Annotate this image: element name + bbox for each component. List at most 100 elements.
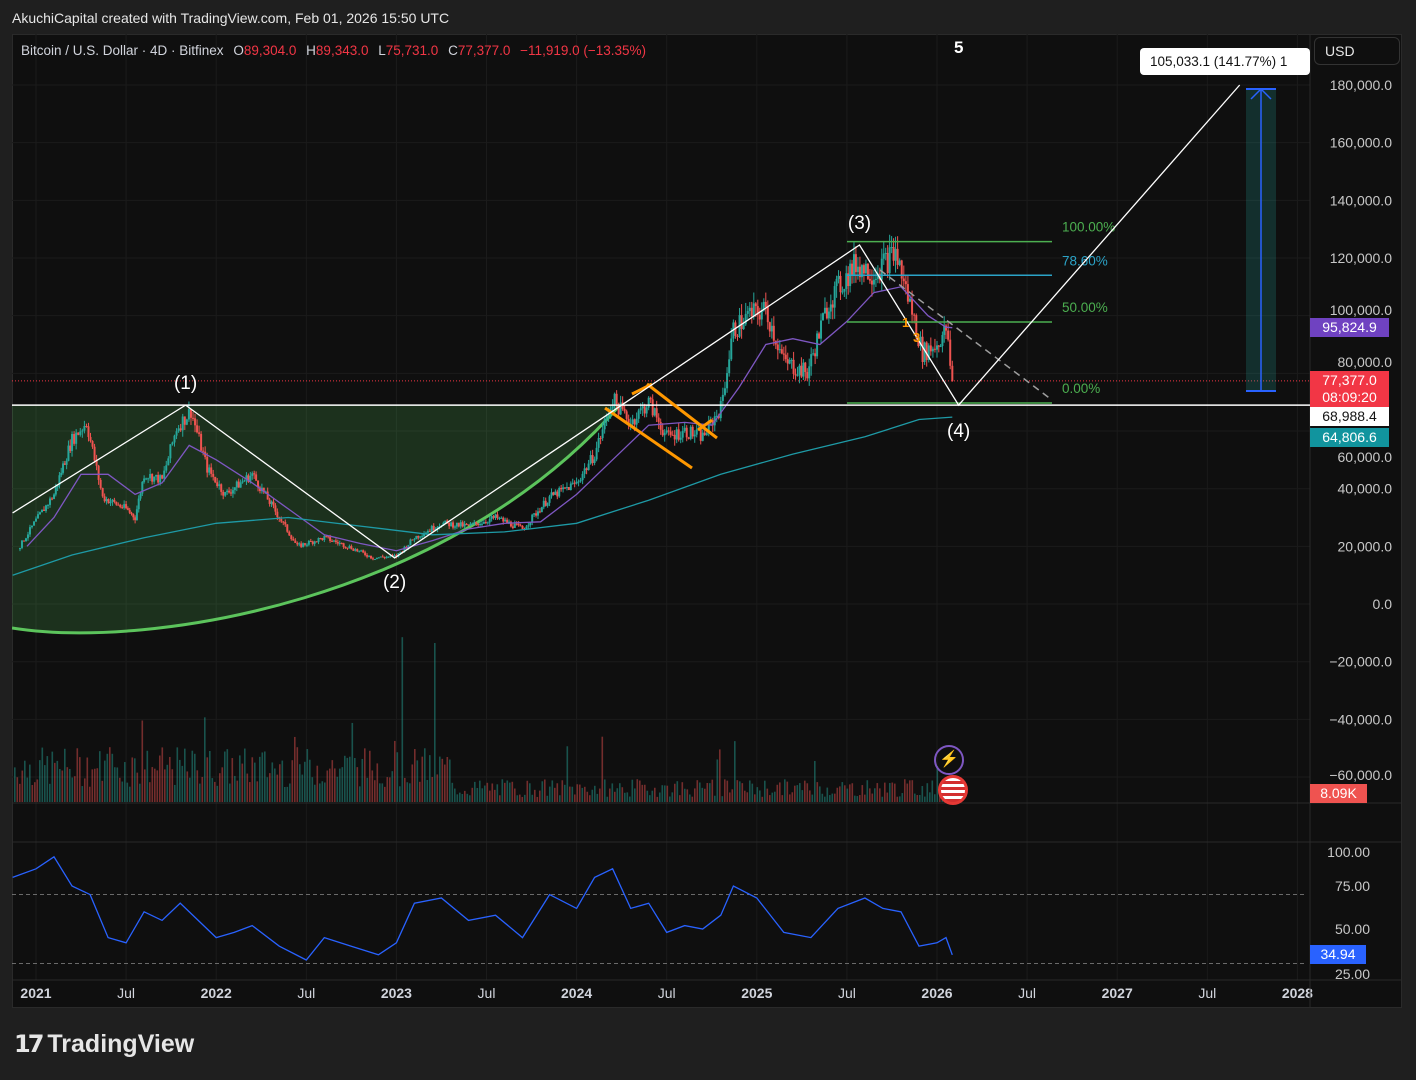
sub-wave-label: 3 — [913, 330, 920, 345]
volume-bar — [884, 782, 886, 802]
candle — [715, 415, 718, 417]
candle — [874, 278, 877, 280]
volume-bar — [204, 717, 206, 802]
volume-bar — [901, 793, 904, 802]
candle — [208, 467, 211, 473]
candle — [198, 432, 201, 434]
candle — [60, 472, 63, 476]
candle — [358, 550, 361, 552]
ma-fast-price-tag: 95,824.9 — [1310, 318, 1389, 337]
volume-bar — [354, 758, 356, 802]
volume-bar — [416, 760, 419, 802]
volume-bar — [429, 755, 431, 802]
candle — [432, 525, 435, 531]
candle — [95, 460, 98, 466]
volume-bar — [584, 786, 586, 802]
volume-bar — [169, 756, 171, 802]
elliott-wave-path — [12, 84, 1241, 559]
volume-bar — [746, 792, 749, 802]
volume-bar — [96, 768, 99, 802]
candle — [41, 509, 44, 513]
volume-bar — [521, 796, 524, 802]
volume-bar — [581, 787, 584, 802]
candle — [691, 426, 694, 437]
candle — [196, 425, 199, 433]
candle — [214, 476, 217, 483]
candle — [927, 345, 930, 360]
volume-bar — [899, 796, 901, 802]
volume-bar — [529, 783, 531, 802]
candle — [362, 550, 365, 553]
volume-bar — [576, 784, 579, 802]
candle — [467, 524, 470, 526]
candle — [782, 353, 785, 355]
candle — [130, 512, 133, 514]
candle — [533, 513, 536, 515]
volume-bar — [264, 751, 266, 802]
volume-bar — [189, 777, 191, 802]
candle — [56, 485, 59, 488]
candle — [876, 273, 879, 279]
candle — [567, 487, 570, 491]
volume-bar — [739, 781, 741, 802]
volume-bar — [164, 769, 166, 802]
candle — [298, 543, 301, 545]
time-tick-label: 2021 — [20, 985, 51, 1001]
us-flag-event-icon[interactable] — [938, 775, 968, 805]
volume-bar — [439, 756, 441, 802]
candle — [625, 411, 628, 419]
wave-label: (1) — [174, 373, 197, 394]
volume-bar — [16, 777, 19, 802]
candle — [810, 354, 813, 367]
volume-bar — [716, 759, 719, 802]
tradingview-logo[interactable]: 𝟭𝟳 TradingView — [14, 1030, 194, 1059]
candle — [504, 519, 507, 522]
volume-bar — [496, 784, 499, 802]
candle — [583, 468, 586, 474]
candle — [296, 542, 299, 545]
volume-bar — [776, 784, 779, 802]
volume-bar — [379, 783, 381, 802]
candle — [69, 445, 72, 451]
candle — [827, 311, 830, 319]
volume-bar — [919, 795, 921, 802]
candle — [921, 336, 924, 362]
volume-bar — [659, 792, 661, 802]
candle — [812, 353, 815, 355]
volume-bar — [444, 764, 446, 802]
volume-bar — [596, 793, 599, 802]
volume-bar — [459, 792, 461, 802]
volume-bar — [231, 758, 234, 802]
volume-bar — [239, 755, 241, 802]
candle — [75, 432, 78, 444]
candle — [222, 491, 225, 496]
candle — [185, 419, 188, 425]
candle — [556, 491, 559, 497]
candle — [645, 407, 648, 414]
ai-spark-icon[interactable]: ⚡ — [934, 745, 964, 775]
candle — [613, 393, 616, 407]
symbol-name[interactable]: Bitcoin / U.S. Dollar · 4D · Bitfinex — [21, 43, 224, 58]
wave-label: (4) — [947, 421, 970, 442]
currency-button[interactable]: USD — [1314, 37, 1400, 65]
price-tick-label: 80,000.0 — [1338, 354, 1393, 370]
volume-bar — [89, 786, 91, 802]
price-tick-label: 140,000.0 — [1330, 192, 1392, 208]
candle — [191, 417, 194, 419]
volume-bar — [736, 780, 739, 802]
volume-bar — [856, 796, 859, 802]
volume-bar — [144, 769, 146, 802]
candle — [550, 492, 553, 497]
candle — [639, 408, 642, 411]
candle — [829, 304, 832, 312]
candle — [784, 354, 787, 360]
candle — [651, 399, 654, 416]
candle — [508, 521, 511, 523]
volume-bar — [936, 766, 939, 802]
volume-bar — [851, 783, 854, 802]
candle — [892, 247, 895, 261]
candle — [509, 521, 512, 527]
volume-bar — [816, 782, 819, 802]
candle — [635, 418, 638, 425]
